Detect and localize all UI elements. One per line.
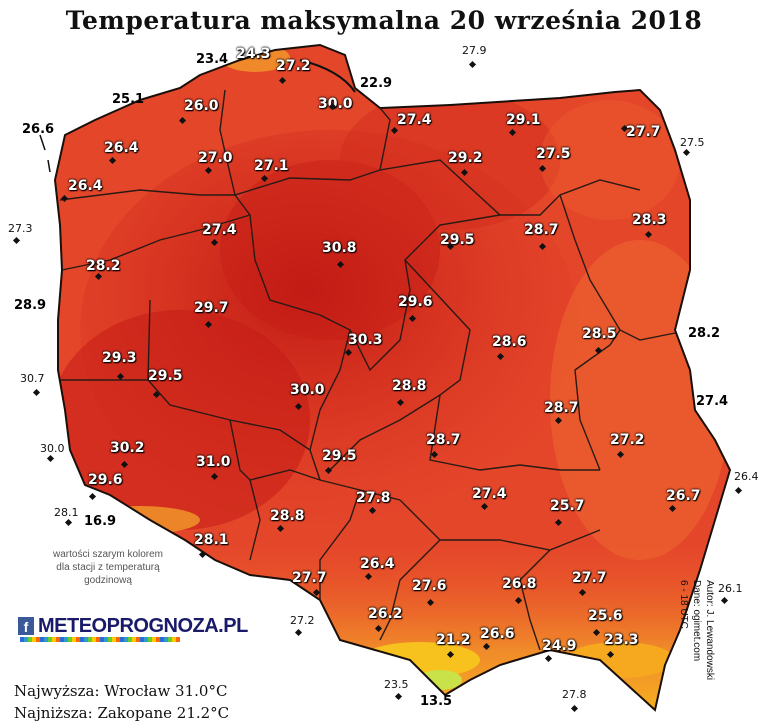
station-temperature-outer-label: 25.1 (112, 92, 145, 107)
station-temperature-label: 27.2 (610, 432, 645, 448)
station-temperature-label: 26.0 (184, 98, 219, 114)
station-temperature-label: 27.5 (536, 146, 571, 162)
station-temperature-outer-label: 28.2 (688, 326, 721, 341)
station-temperature-label: 27.7 (292, 570, 327, 586)
station-temperature-label: 28.8 (270, 508, 305, 524)
station-temperature-label: 27.4 (472, 486, 507, 502)
station-temperature-hourly-label: 27.2 (290, 614, 315, 627)
station-temperature-label: 27.1 (254, 158, 289, 174)
station-temperature-label: 27.0 (198, 150, 233, 166)
station-temperature-label: 29.5 (322, 448, 357, 464)
station-temperature-label: 28.1 (194, 532, 229, 548)
brand-name: METEOPROGNOZA.PL (38, 614, 248, 637)
station-temperature-outer-label: 27.4 (696, 394, 729, 409)
max-temperature: Najwyższa: Wrocław 31.0°C (14, 682, 228, 700)
station-temperature-label: 30.2 (110, 440, 145, 456)
station-temperature-label: 24.9 (542, 638, 577, 654)
station-temperature-hourly-label: 27.5 (680, 136, 705, 149)
facebook-icon[interactable]: f (18, 617, 34, 635)
station-temperature-label: 27.6 (412, 578, 447, 594)
station-temperature-hourly-label: 27.9 (462, 44, 487, 57)
station-temperature-label: 28.5 (582, 326, 617, 342)
station-temperature-hourly-label: 30.0 (40, 442, 65, 455)
station-temperature-outer-label: 16.9 (84, 514, 117, 529)
station-temperature-label: 29.2 (448, 150, 483, 166)
credits-hours: 6 - 18 UTC (678, 580, 689, 629)
page-title: Temperatura maksymalna 20 września 2018 (65, 6, 703, 35)
station-temperature-hourly-label: 27.8 (562, 688, 587, 701)
station-temperature-label: 21.2 (436, 632, 471, 648)
station-temperature-label: 27.7 (572, 570, 607, 586)
station-temperature-label: 29.1 (506, 112, 541, 128)
station-temperature-label: 29.3 (102, 350, 137, 366)
station-temperature-hourly-label: 28.1 (54, 506, 79, 519)
brand-logo[interactable]: f METEOPROGNOZA.PL (18, 612, 248, 640)
station-temperature-label: 27.7 (626, 124, 661, 140)
station-temperature-label: 25.6 (588, 608, 623, 624)
station-temperature-hourly-label: 23.5 (384, 678, 409, 691)
credits: Autor: J. Lewandowski Dane: ogimet.com 6… (672, 580, 716, 708)
station-temperature-label: 30.8 (322, 240, 357, 256)
station-temperature-label: 29.6 (398, 294, 433, 310)
station-temperature-outer-label: 23.4 (196, 52, 229, 67)
station-temperature-hourly-label: 26.1 (718, 582, 743, 595)
station-temperature-hourly-label: 30.7 (20, 372, 45, 385)
station-temperature-label: 27.8 (356, 490, 391, 506)
station-temperature-label: 28.7 (544, 400, 579, 416)
station-temperature-outer-label: 22.9 (360, 76, 393, 91)
station-temperature-label: 29.5 (440, 232, 475, 248)
station-temperature-outer-label: 13.5 (420, 694, 453, 709)
station-temperature-label: 26.2 (368, 606, 403, 622)
station-temperature-label: 28.8 (392, 378, 427, 394)
station-temperature-label: 28.3 (632, 212, 667, 228)
station-temperature-label: 27.2 (276, 58, 311, 74)
station-temperature-label: 26.4 (360, 556, 395, 572)
station-temperature-label: 27.4 (202, 222, 237, 238)
station-temperature-label: 30.0 (290, 382, 325, 398)
credits-data: Dane: ogimet.com (691, 580, 702, 662)
station-temperature-label: 26.6 (480, 626, 515, 642)
station-temperature-label: 29.6 (88, 472, 123, 488)
station-temperature-label: 29.5 (148, 368, 183, 384)
min-temperature: Najniższa: Zakopane 21.2°C (14, 704, 230, 722)
station-temperature-label: 29.7 (194, 300, 229, 316)
station-temperature-label: 28.7 (426, 432, 461, 448)
station-temperature-label: 30.3 (348, 332, 383, 348)
station-temperature-label: 27.4 (397, 112, 432, 128)
station-temperature-outer-label: 28.9 (14, 298, 47, 313)
station-temperature-label: 28.7 (524, 222, 559, 238)
brand-stripe (20, 637, 180, 642)
credits-author: Autor: J. Lewandowski (704, 580, 715, 681)
station-temperature-label: 26.8 (502, 576, 537, 592)
station-temperature-label: 28.2 (86, 258, 121, 274)
station-temperature-label: 26.7 (666, 488, 701, 504)
gray-values-note: wartości szarym kolorem dla stacji z tem… (52, 549, 164, 586)
station-temperature-outer-label: 26.6 (22, 122, 55, 137)
station-temperature-label: 31.0 (196, 454, 231, 470)
station-temperature-label: 30.0 (318, 96, 353, 112)
station-temperature-label: 24.3 (236, 46, 271, 62)
station-temperature-label: 25.7 (550, 498, 585, 514)
station-temperature-label: 26.4 (68, 178, 103, 194)
station-temperature-hourly-label: 26.4 (734, 470, 759, 483)
station-temperature-label: 23.3 (604, 632, 639, 648)
station-temperature-label: 26.4 (104, 140, 139, 156)
station-temperature-hourly-label: 27.3 (8, 222, 33, 235)
station-temperature-label: 28.6 (492, 334, 527, 350)
